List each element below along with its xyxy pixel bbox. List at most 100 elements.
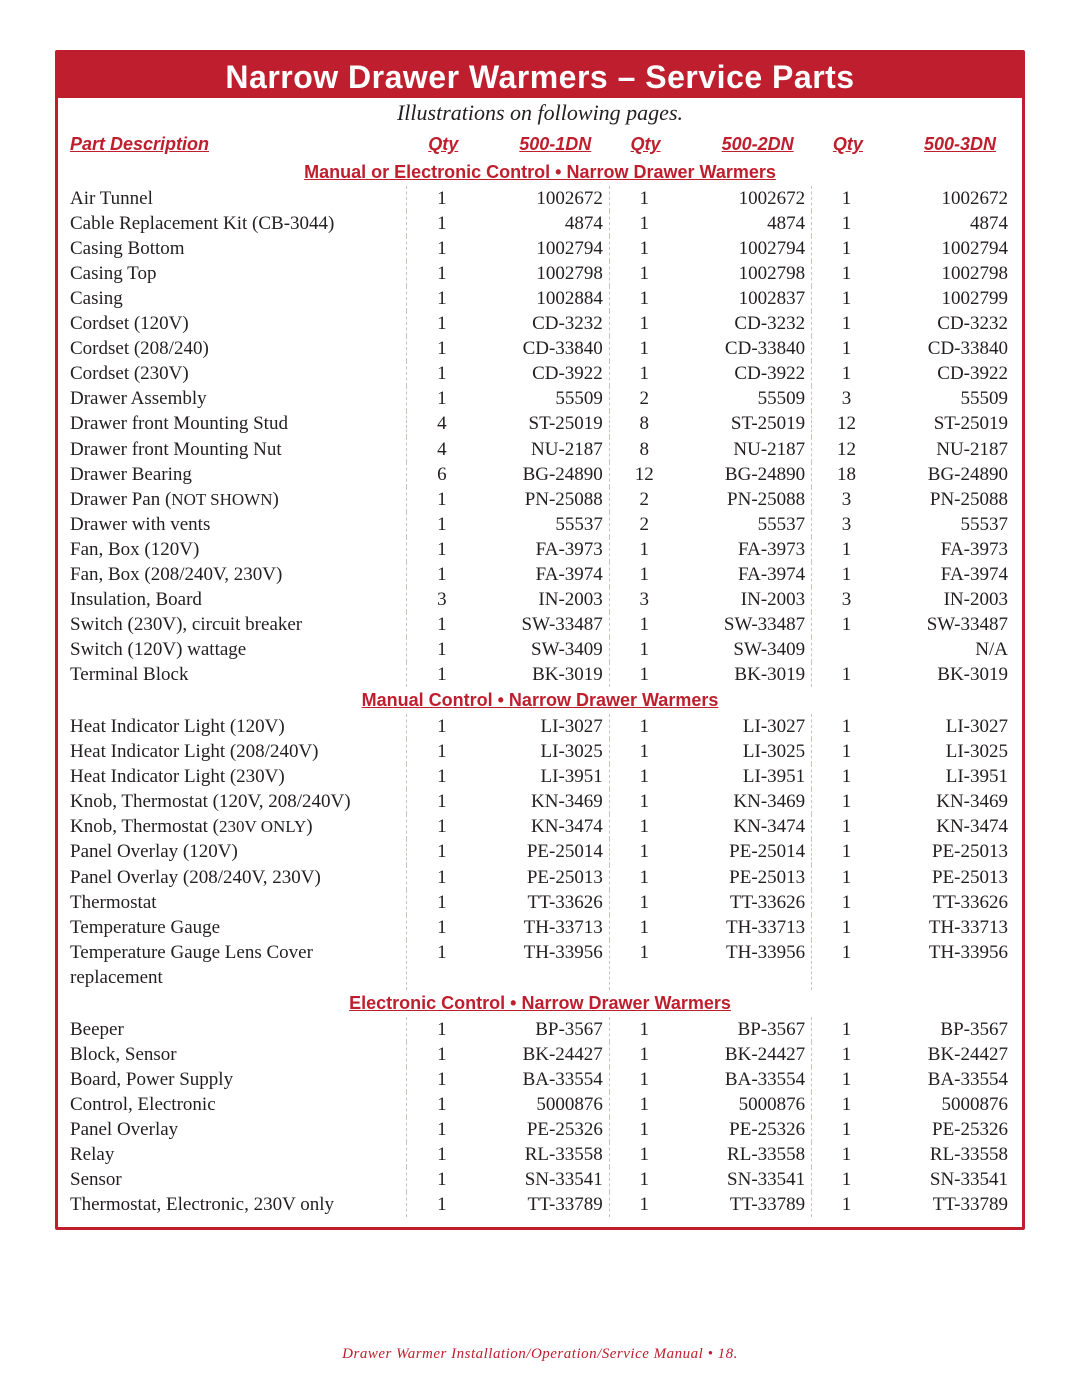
- table-row: Cordset (120V)1CD-32321CD-32321CD-3232: [66, 311, 1014, 336]
- parts-table: Part Description Qty 500-1DN Qty 500-2DN…: [66, 132, 1014, 1217]
- cell-qty: 1: [407, 211, 476, 236]
- cell-qty: 2: [609, 386, 678, 411]
- cell-qty: 1: [407, 662, 476, 687]
- cell-qty: 1: [812, 361, 881, 386]
- col-qty-1: Qty: [407, 132, 476, 159]
- cell-qty: 1: [812, 1117, 881, 1142]
- cell-partno: 4874: [881, 211, 1014, 236]
- cell-desc: Heat Indicator Light (120V): [66, 714, 407, 739]
- cell-partno: NU-2187: [679, 437, 812, 462]
- section-heading-cell: Electronic Control • Narrow Drawer Warme…: [66, 990, 1014, 1017]
- footer: Drawer Warmer Installation/Operation/Ser…: [0, 1346, 1080, 1363]
- section-heading: Electronic Control • Narrow Drawer Warme…: [66, 990, 1014, 1017]
- cell-partno: SW-3409: [679, 637, 812, 662]
- cell-partno: SN-33541: [881, 1167, 1014, 1192]
- cell-qty: 1: [609, 562, 678, 587]
- table-row: Drawer front Mounting Nut4NU-21878NU-218…: [66, 437, 1014, 462]
- cell-qty: 1: [812, 211, 881, 236]
- cell-qty: 8: [609, 437, 678, 462]
- cell-qty: 1: [609, 261, 678, 286]
- cell-partno: PE-25326: [476, 1117, 609, 1142]
- cell-partno: KN-3474: [881, 814, 1014, 839]
- cell-partno: 55509: [679, 386, 812, 411]
- cell-qty: 1: [812, 1167, 881, 1192]
- table-row: Terminal Block1BK-30191BK-30191BK-3019: [66, 662, 1014, 687]
- cell-desc: Drawer front Mounting Nut: [66, 437, 407, 462]
- table-row: Board, Power Supply1BA-335541BA-335541BA…: [66, 1067, 1014, 1092]
- cell-qty: 1: [407, 1167, 476, 1192]
- cell-qty: 1: [407, 1067, 476, 1092]
- subtitle: Illustrations on following pages.: [58, 98, 1022, 132]
- cell-qty: 3: [812, 512, 881, 537]
- header-row: Part Description Qty 500-1DN Qty 500-2DN…: [66, 132, 1014, 159]
- cell-partno: BK-3019: [476, 662, 609, 687]
- cell-qty: 1: [407, 1192, 476, 1217]
- col-model-3: 500-3DN: [881, 132, 1014, 159]
- table-row: Block, Sensor1BK-244271BK-244271BK-24427: [66, 1042, 1014, 1067]
- table-row: Temperature Gauge1TH-337131TH-337131TH-3…: [66, 915, 1014, 940]
- cell-qty: 6: [407, 462, 476, 487]
- cell-qty: 1: [812, 662, 881, 687]
- col-qty-2: Qty: [609, 132, 678, 159]
- cell-desc: Insulation, Board: [66, 587, 407, 612]
- cell-partno: LI-3027: [679, 714, 812, 739]
- cell-qty: 12: [812, 411, 881, 436]
- cell-partno: TT-33789: [679, 1192, 812, 1217]
- cell-qty: 1: [812, 789, 881, 814]
- cell-qty: 1: [407, 286, 476, 311]
- cell-desc: Board, Power Supply: [66, 1067, 407, 1092]
- table-row: Relay1RL-335581RL-335581RL-33558: [66, 1142, 1014, 1167]
- table-row: Drawer front Mounting Stud4ST-250198ST-2…: [66, 411, 1014, 436]
- table-row: Drawer Bearing6BG-2489012BG-2489018BG-24…: [66, 462, 1014, 487]
- cell-qty: 1: [407, 789, 476, 814]
- cell-qty: 1: [812, 537, 881, 562]
- cell-desc: Heat Indicator Light (208/240V): [66, 739, 407, 764]
- cell-partno: 55509: [476, 386, 609, 411]
- section-heading: Manual or Electronic Control • Narrow Dr…: [66, 159, 1014, 186]
- cell-qty: 1: [407, 1042, 476, 1067]
- cell-qty: 1: [812, 1092, 881, 1117]
- cell-partno: TH-33713: [881, 915, 1014, 940]
- cell-qty: 1: [609, 839, 678, 864]
- cell-desc: Sensor: [66, 1167, 407, 1192]
- cell-qty: 1: [609, 890, 678, 915]
- cell-partno: PN-25088: [881, 487, 1014, 512]
- section-heading-cell: Manual Control • Narrow Drawer Warmers: [66, 687, 1014, 714]
- cell-partno: TT-33789: [476, 1192, 609, 1217]
- cell-partno: PE-25013: [476, 865, 609, 890]
- cell-qty: 1: [407, 865, 476, 890]
- table-row: Panel Overlay1PE-253261PE-253261PE-25326: [66, 1117, 1014, 1142]
- cell-qty: 1: [407, 236, 476, 261]
- cell-partno: BG-24890: [881, 462, 1014, 487]
- cell-desc: Cordset (208/240): [66, 336, 407, 361]
- cell-qty: 3: [609, 587, 678, 612]
- cell-qty: 1: [407, 562, 476, 587]
- cell-qty: 1: [812, 1067, 881, 1092]
- cell-partno: PE-25014: [679, 839, 812, 864]
- cell-desc: Switch (230V), circuit breaker: [66, 612, 407, 637]
- cell-partno: BA-33554: [476, 1067, 609, 1092]
- cell-partno: SW-33487: [881, 612, 1014, 637]
- cell-qty: 1: [609, 286, 678, 311]
- cell-qty: 1: [812, 714, 881, 739]
- cell-partno: IN-2003: [679, 587, 812, 612]
- cell-qty: 1: [407, 186, 476, 211]
- cell-qty: 1: [407, 637, 476, 662]
- section-heading: Manual Control • Narrow Drawer Warmers: [66, 687, 1014, 714]
- cell-qty: 3: [812, 386, 881, 411]
- table-row: Drawer with vents155537255537355537: [66, 512, 1014, 537]
- table-row: Beeper1BP-35671BP-35671BP-3567: [66, 1017, 1014, 1042]
- table-row: Knob, Thermostat (230V ONLY)1KN-34741KN-…: [66, 814, 1014, 839]
- cell-qty: 3: [407, 587, 476, 612]
- cell-partno: 1002794: [476, 236, 609, 261]
- table-row: Cordset (208/240)1CD-338401CD-338401CD-3…: [66, 336, 1014, 361]
- cell-partno: SW-33487: [476, 612, 609, 637]
- cell-partno: CD-3922: [679, 361, 812, 386]
- cell-qty: 1: [609, 662, 678, 687]
- cell-partno: BG-24890: [476, 462, 609, 487]
- cell-qty: 1: [609, 537, 678, 562]
- cell-qty: 1: [812, 612, 881, 637]
- cell-qty: 1: [609, 612, 678, 637]
- cell-partno: TH-33713: [679, 915, 812, 940]
- cell-qty: 1: [609, 1192, 678, 1217]
